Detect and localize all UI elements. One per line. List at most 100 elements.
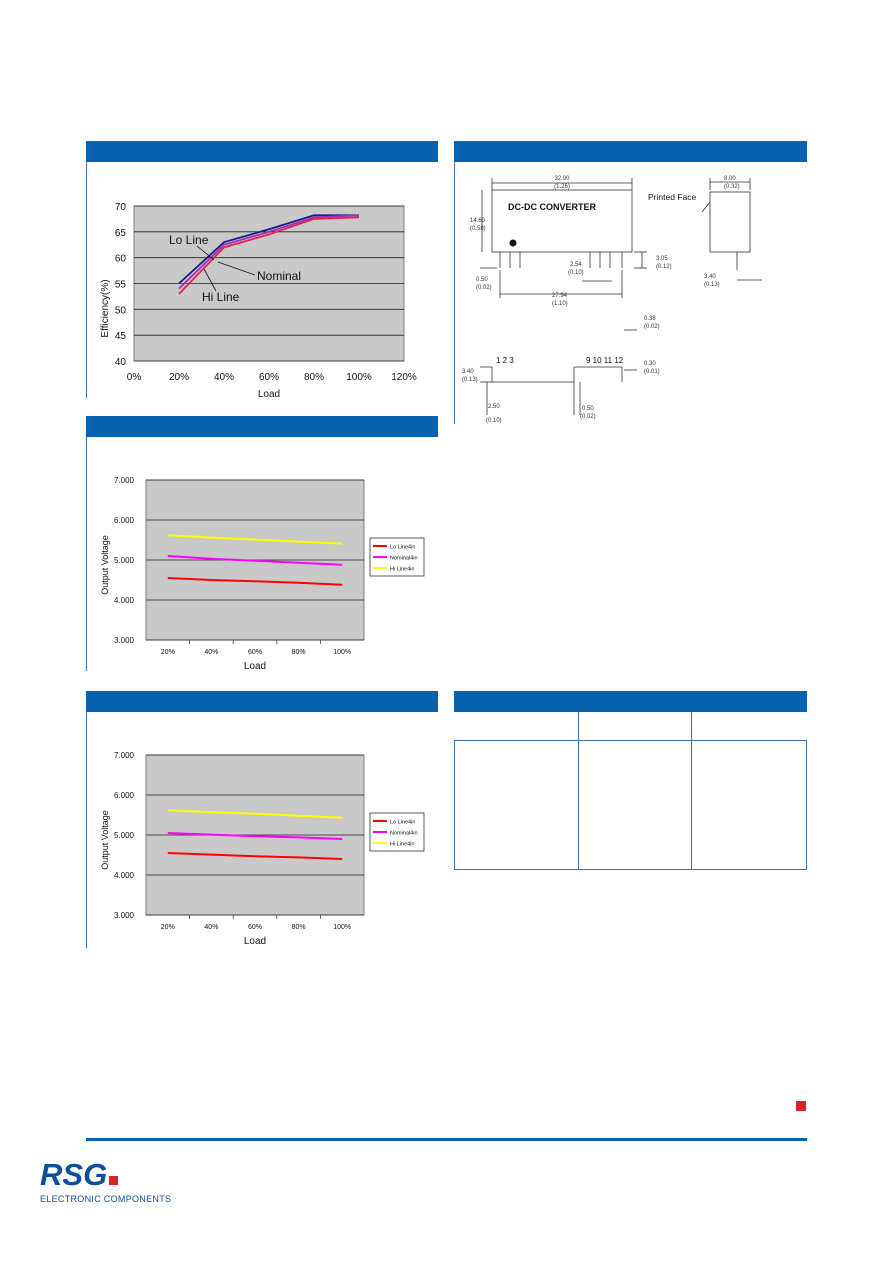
- efficiency-panel-header: [86, 141, 438, 162]
- mechanical-drawing: 32.00 (1.26) 14.60 (0.58) 8.00 (0.32) 2.…: [462, 176, 762, 424]
- dim-thickness-in: (0.01): [644, 369, 660, 375]
- dim-length-in: (1.26): [554, 184, 570, 190]
- spec-table: [454, 712, 807, 870]
- dim-bottom-pin-in: (0.02): [580, 414, 596, 420]
- series-line: [167, 852, 343, 860]
- page-marker: [796, 1101, 806, 1111]
- module-side-view: [709, 191, 751, 253]
- legend-label: Lo Line4in: [390, 545, 415, 551]
- dim-standoff-in: (0.02): [476, 285, 492, 291]
- x-tick-label: 0%: [127, 372, 142, 383]
- dim-span: 27.94: [552, 293, 568, 299]
- table-header-row: [454, 712, 807, 741]
- logo-dot: [109, 1176, 119, 1185]
- dim-pin-length: 3.05: [656, 256, 668, 262]
- panel-rule: [454, 162, 455, 424]
- y-tick-label: 5.000: [114, 831, 135, 840]
- pins-right-label: 9 10 11 12: [586, 356, 624, 365]
- y-tick-label: 55: [115, 280, 127, 291]
- y-axis-label: Output Voltage: [100, 810, 110, 870]
- y-tick-label: 45: [115, 331, 127, 342]
- x-tick-label: 100%: [346, 372, 372, 383]
- y-tick-label: 3.000: [114, 911, 135, 920]
- table-row: [454, 740, 807, 870]
- x-tick-label: 40%: [214, 372, 234, 383]
- x-tick-label: 40%: [204, 924, 218, 931]
- footer-rule: [86, 1138, 807, 1141]
- dim-bottom-pin: 0.50: [582, 406, 594, 412]
- y-tick-label: 5.000: [114, 556, 135, 565]
- x-tick-label: 100%: [333, 924, 351, 931]
- annotation-leader: [217, 261, 256, 276]
- x-tick-label: 120%: [391, 372, 417, 383]
- x-tick-label: 60%: [259, 372, 279, 383]
- y-tick-label: 65: [115, 228, 127, 239]
- y-axis-label: Efficiency(%): [100, 279, 111, 337]
- y-tick-label: 7.000: [114, 751, 135, 760]
- series-line: [167, 832, 343, 840]
- dim-side-pin: 3.40: [704, 274, 716, 280]
- dim-width: 8.00: [724, 176, 736, 182]
- dim-span-in: (1.10): [552, 301, 568, 307]
- dim-width-in: (0.32): [724, 184, 740, 190]
- voltage-panel-header-2: [86, 691, 438, 712]
- annotation-leader: [196, 245, 215, 261]
- table-cell: [454, 740, 579, 870]
- y-tick-label: 6.000: [114, 791, 135, 800]
- annotation-nominal: Nominal: [257, 269, 301, 283]
- x-axis-label: Load: [244, 936, 266, 947]
- table-cell: [454, 712, 579, 741]
- y-tick-label: 4.000: [114, 596, 135, 605]
- dim-thickness: 0.30: [644, 361, 656, 367]
- table-cell: [691, 712, 807, 741]
- dim-bottom-height: 3.40: [462, 369, 474, 375]
- output-voltage-chart-2: 3.000 4.000 5.000 6.000 7.000 20% 40% 60% 80% 100…: [100, 751, 425, 947]
- voltage-panel-header-1: [86, 416, 438, 437]
- x-tick-label: 20%: [169, 372, 189, 383]
- series-line: [167, 555, 343, 566]
- dim-side-pin-in: (0.13): [704, 282, 720, 288]
- y-tick-label: 6.000: [114, 516, 135, 525]
- table-cell: [578, 712, 692, 741]
- x-axis-label: Load: [258, 389, 280, 400]
- panel-rule: [86, 162, 87, 398]
- dim-bottom-height-in: (0.13): [462, 377, 478, 383]
- x-axis-label: Load: [244, 661, 266, 672]
- dim-bottom-offset: 2.50: [488, 404, 500, 410]
- legend-label: Lo Line4in: [390, 820, 415, 826]
- x-tick-label: 80%: [304, 372, 324, 383]
- legend-label: Hi Line4in: [390, 567, 414, 573]
- dim-pitch: 2.54: [570, 262, 582, 268]
- legend-box: [369, 537, 425, 577]
- series-line: [167, 809, 343, 819]
- x-tick-label: 100%: [333, 649, 351, 656]
- legend-label: Hi Line4in: [390, 842, 414, 848]
- x-tick-label: 80%: [292, 924, 306, 931]
- y-tick-label: 60: [115, 254, 127, 265]
- y-tick-label: 3.000: [114, 636, 135, 645]
- dim-pin-length-in: (0.12): [656, 264, 672, 270]
- x-tick-label: 80%: [292, 649, 306, 656]
- series-line: [178, 214, 360, 290]
- annotation-leader: [203, 268, 217, 292]
- dim-length: 32.00: [554, 176, 570, 182]
- table-panel-header: [454, 691, 807, 712]
- dim-height-in: (0.58): [470, 226, 486, 232]
- efficiency-chart: 40 45 50 55 60 65 70 0% 20% 40% 60% 80% 100% 120% Load…: [100, 202, 417, 400]
- y-tick-label: 40: [115, 357, 127, 368]
- dim-height: 14.60: [470, 218, 486, 224]
- dimensions-panel-header: [454, 141, 807, 162]
- module-body: [491, 189, 633, 253]
- legend-label: Nominal4in: [390, 831, 418, 837]
- pin1-marker: [509, 239, 517, 247]
- annotation-lo-line: Lo Line: [169, 233, 209, 247]
- dim-pin-width: 0.38: [644, 316, 656, 322]
- panel-rule: [86, 437, 87, 671]
- panel-rule: [86, 712, 87, 948]
- x-tick-label: 60%: [248, 649, 262, 656]
- x-tick-label: 20%: [161, 649, 175, 656]
- dim-standoff: 0.50: [476, 277, 488, 283]
- legend-label: Nominal4in: [390, 556, 418, 562]
- series-line: [178, 216, 360, 295]
- x-tick-label: 60%: [248, 924, 262, 931]
